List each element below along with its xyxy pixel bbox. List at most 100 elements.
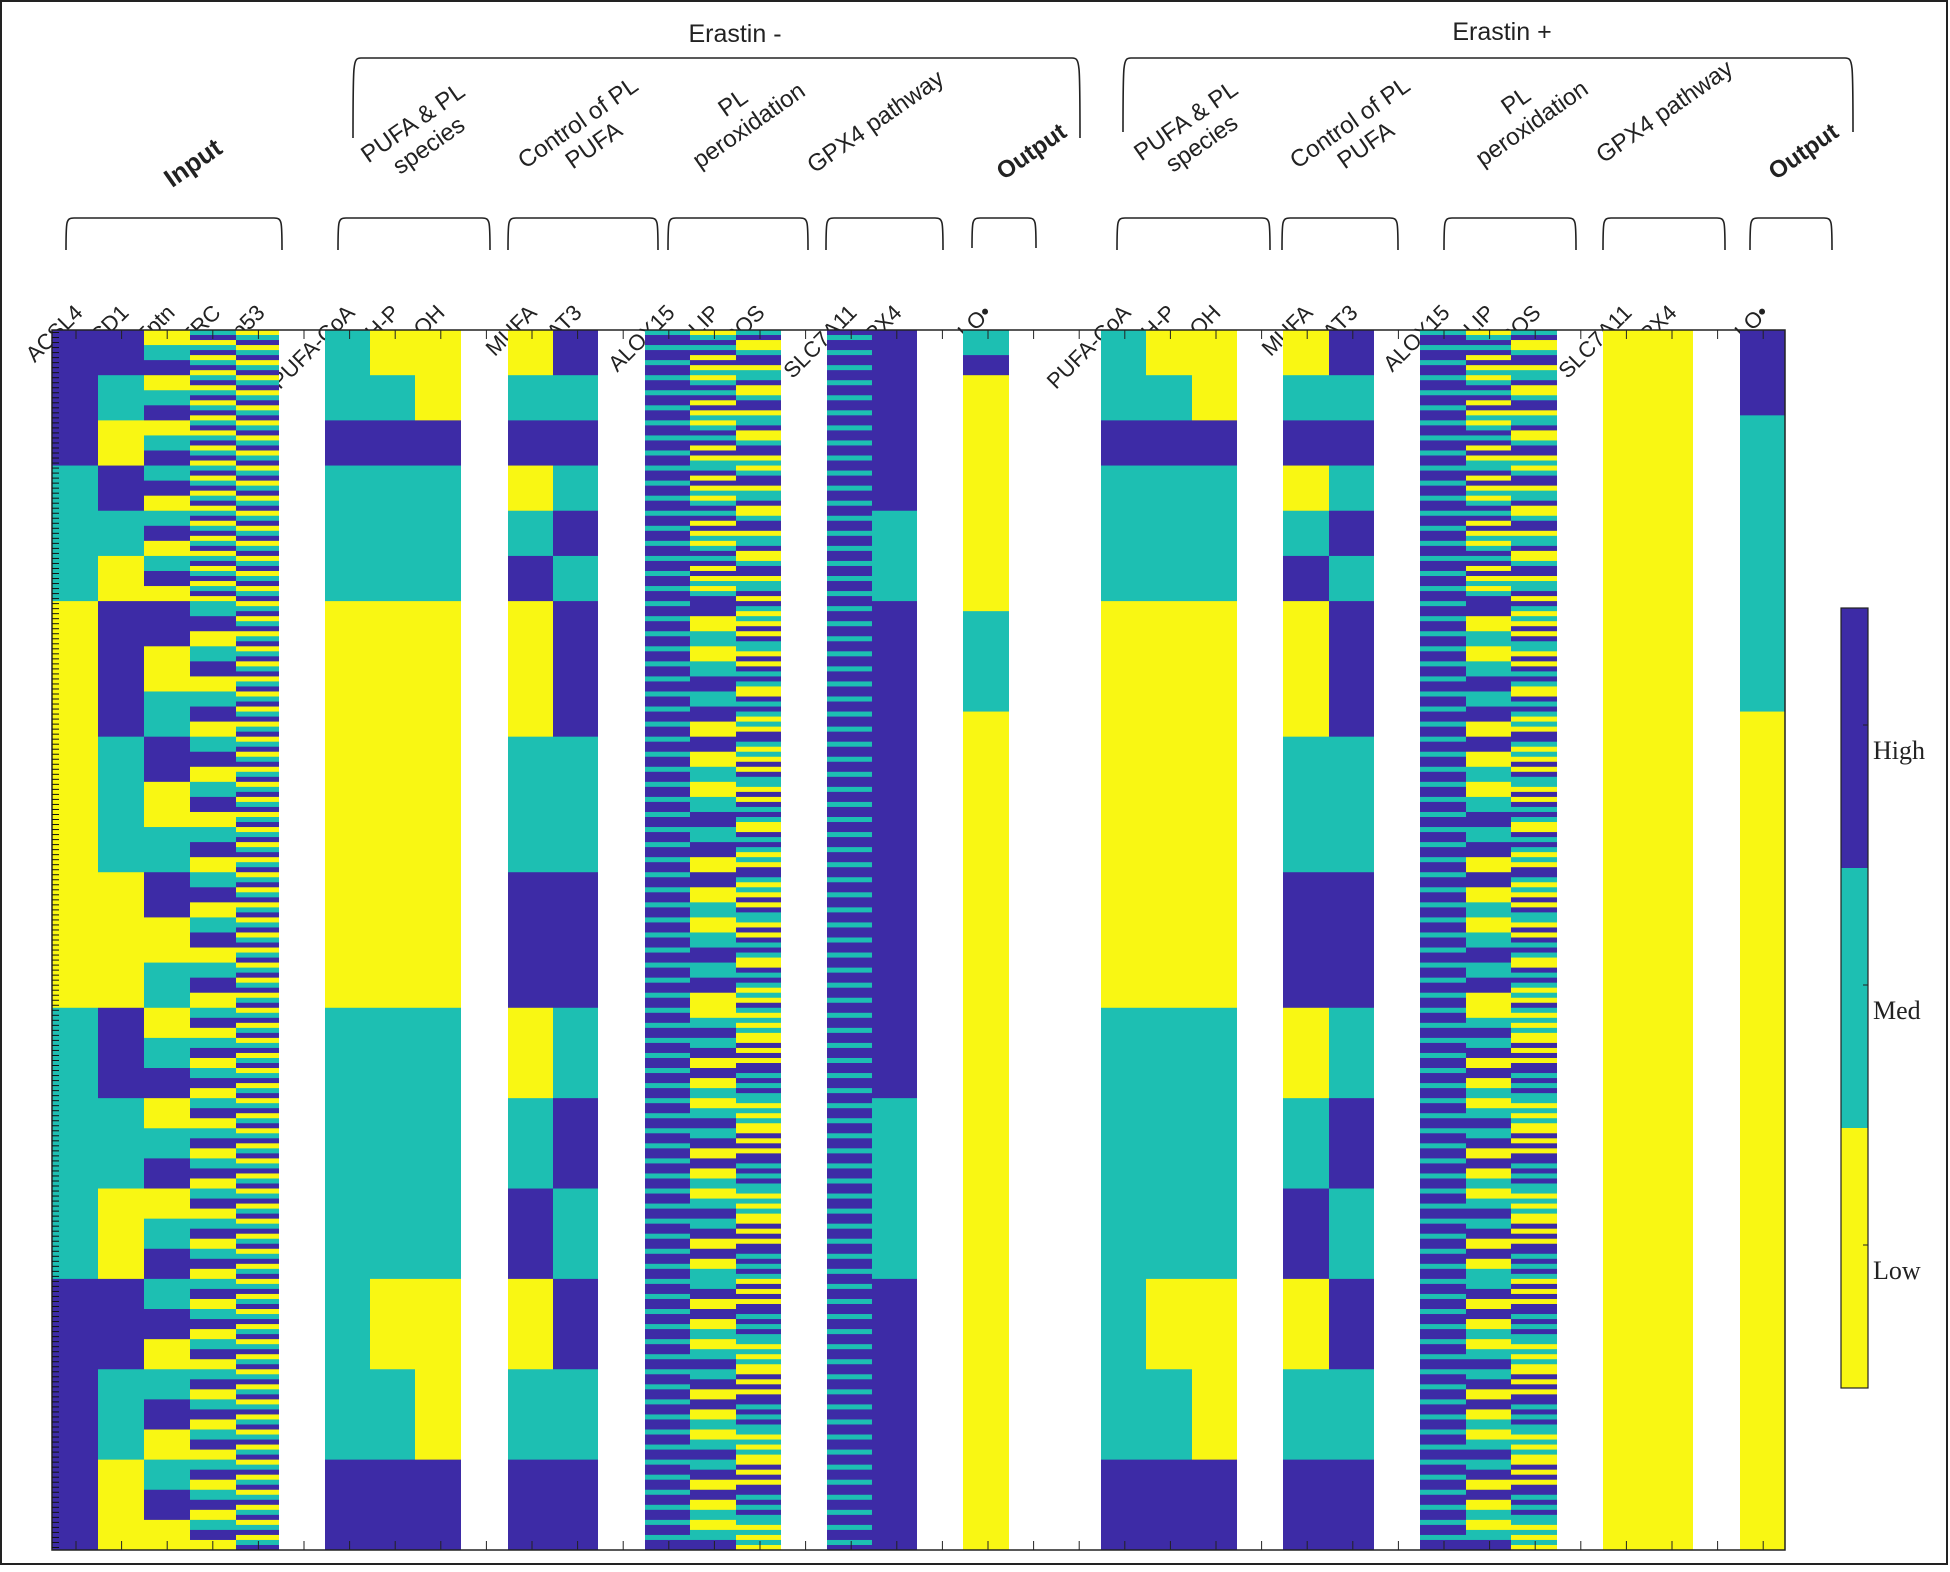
heatmap-cell-plus-lo [1740, 415, 1785, 712]
heatmap-cell-plus-lip [1466, 1188, 1511, 1199]
heatmap-cell-p53 [236, 1088, 279, 1094]
heatmap-cell-minus-slc7a11 [827, 641, 872, 652]
heatmap-cell-plus-ros [1511, 786, 1557, 793]
heatmap-cell-minus-alox15 [645, 435, 690, 441]
heatmap-cell-plus-ros [1511, 1088, 1557, 1094]
heatmap-cell-minus-ros [736, 550, 781, 562]
heatmap-cell-minus-looh [415, 1459, 461, 1551]
heatmap-cell-minus-ros [736, 1344, 781, 1350]
heatmap-cell-plus-lh-p [1146, 1369, 1192, 1461]
heatmap-cell-tfrc [190, 1027, 236, 1039]
heatmap-cell-minus-alox15 [645, 706, 690, 712]
heatmap-cell-p53 [236, 1278, 279, 1285]
heatmap-cell-minus-alox15 [645, 1218, 690, 1225]
heatmap-cell-minus-lip [690, 330, 736, 336]
heatmap-cell-minus-alox15 [645, 937, 690, 948]
heatmap-cell-minus-slc7a11 [827, 817, 872, 823]
heatmap-cell-minus-lip [690, 545, 736, 552]
heatmap-cell-plus-ros [1511, 410, 1557, 416]
heatmap-cell-plus-alox15 [1420, 721, 1466, 728]
heatmap-cell-tfrc [190, 570, 236, 577]
heatmap-cell-minus-ros [736, 1288, 781, 1295]
heatmap-cell-plus-alox15 [1420, 1223, 1466, 1235]
heatmap-cells [52, 330, 1785, 1551]
heatmap-cell-plus-ros [1511, 1504, 1557, 1511]
heatmap-cell-minus-slc7a11 [827, 1057, 872, 1064]
heatmap-cell-plus-mufa [1283, 601, 1329, 738]
heatmap-cell-minus-alox15 [645, 540, 690, 547]
heatmap-cell-plus-alox15 [1420, 560, 1466, 572]
heatmap-cell-plus-alox15 [1420, 1233, 1466, 1240]
heatmap-cell-p53 [236, 1444, 279, 1450]
heatmap-cell-minus-alox15 [645, 1083, 690, 1089]
heatmap-cell-plus-alox15 [1420, 1248, 1466, 1255]
heatmap-cell-plus-ros [1511, 716, 1557, 722]
heatmap-cell-plus-ros [1511, 791, 1557, 798]
heatmap-cell-p53 [236, 1404, 279, 1410]
heatmap-cell-acsl4 [52, 1007, 98, 1280]
heatmap-cell-fptn [144, 962, 190, 1009]
heatmap-cell-plus-alox15 [1420, 345, 1466, 351]
heatmap-cell-plus-lip [1466, 842, 1511, 858]
heatmap-cell-plus-alox15 [1420, 360, 1466, 366]
heatmap-cell-minus-alox15 [645, 1128, 690, 1134]
heatmap-cell-plus-alox15 [1420, 480, 1466, 487]
heatmap-cell-minus-alox15 [645, 1339, 690, 1345]
heatmap-cell-plus-ros [1511, 1534, 1557, 1541]
heatmap-cell-minus-alox15 [645, 992, 690, 999]
heatmap-cell-p53 [236, 1068, 279, 1074]
heatmap-cell-plus-alox15 [1420, 420, 1466, 426]
heatmap-cell-p53 [236, 375, 279, 381]
colorbar-label-high: High [1873, 736, 1925, 765]
heatmap-cell-minus-alox15 [645, 1519, 690, 1526]
heatmap-cell-minus-slc7a11 [827, 1449, 872, 1456]
heatmap-cell-minus-slc7a11 [827, 1434, 872, 1440]
heatmap-cell-tfrc [190, 1238, 236, 1250]
heatmap-cell-minus-lip [690, 360, 736, 366]
heatmap-cell-plus-lip [1466, 591, 1511, 597]
heatmap-cell-minus-alox15 [645, 530, 690, 542]
heatmap-cell-minus-lip [690, 365, 736, 371]
heatmap-cell-plus-alox15 [1420, 576, 1466, 587]
heatmap-cell-minus-alox15 [645, 1068, 690, 1074]
heatmap-cell-plus-lip [1466, 365, 1511, 371]
heatmap-cell-plus-ros [1511, 756, 1557, 763]
heatmap-cell-plus-ros [1511, 601, 1557, 607]
heatmap-cell-minus-slc7a11 [827, 1529, 872, 1541]
heatmap-cell-tfrc [190, 1188, 236, 1199]
heatmap-cell-tfrc [190, 370, 236, 376]
heatmap-cell-plus-alox15 [1420, 1253, 1466, 1265]
heatmap-cell-p53 [236, 1007, 279, 1014]
heatmap-cell-minus-alox15 [645, 330, 690, 336]
heatmap-cell-minus-mufa [508, 1188, 553, 1280]
heatmap-cell-minus-slc7a11 [827, 1178, 872, 1184]
heatmap-cell-p53 [236, 872, 279, 878]
heatmap-cell-plus-lpcat3 [1329, 465, 1374, 512]
heatmap-cell-p53 [236, 1329, 279, 1335]
colorbar-label-low: Low [1873, 1256, 1921, 1285]
heatmap-cell-minus-ros [736, 1073, 781, 1079]
heatmap-cell-minus-ros [736, 927, 781, 933]
heatmap-cell-minus-alox15 [645, 1369, 690, 1375]
heatmap-cell-minus-lip [690, 505, 736, 512]
heatmap-cell-p53 [236, 1223, 279, 1230]
heatmap-cell-p53 [236, 565, 279, 572]
heatmap-cell-minus-slc7a11 [827, 1494, 872, 1501]
heatmap-cell-plus-mufa [1283, 375, 1329, 421]
heatmap-cell-minus-slc7a11 [827, 1319, 872, 1330]
heatmap-cell-p53 [236, 1524, 279, 1531]
heatmap-cell-minus-ros [736, 912, 781, 923]
heatmap-cell-minus-ros [736, 837, 781, 843]
heatmap-cell-plus-lip [1466, 1499, 1511, 1511]
heatmap-cell-minus-ros [736, 992, 781, 999]
heatmap-cell-p53 [236, 756, 279, 763]
heatmap-cell-minus-ros [736, 842, 781, 848]
heatmap-cell-minus-alox15 [645, 872, 690, 878]
heatmap-cell-minus-slc7a11 [827, 1298, 872, 1305]
heatmap-cell-plus-ros [1511, 400, 1557, 411]
heatmap-cell-plus-alox15 [1420, 1278, 1466, 1285]
heatmap-cell-tfrc [190, 1288, 236, 1300]
heatmap-cell-plus-alox15 [1420, 922, 1466, 933]
heatmap-cell-minus-alox15 [645, 1479, 690, 1491]
heatmap-cell-minus-slc7a11 [827, 671, 872, 682]
